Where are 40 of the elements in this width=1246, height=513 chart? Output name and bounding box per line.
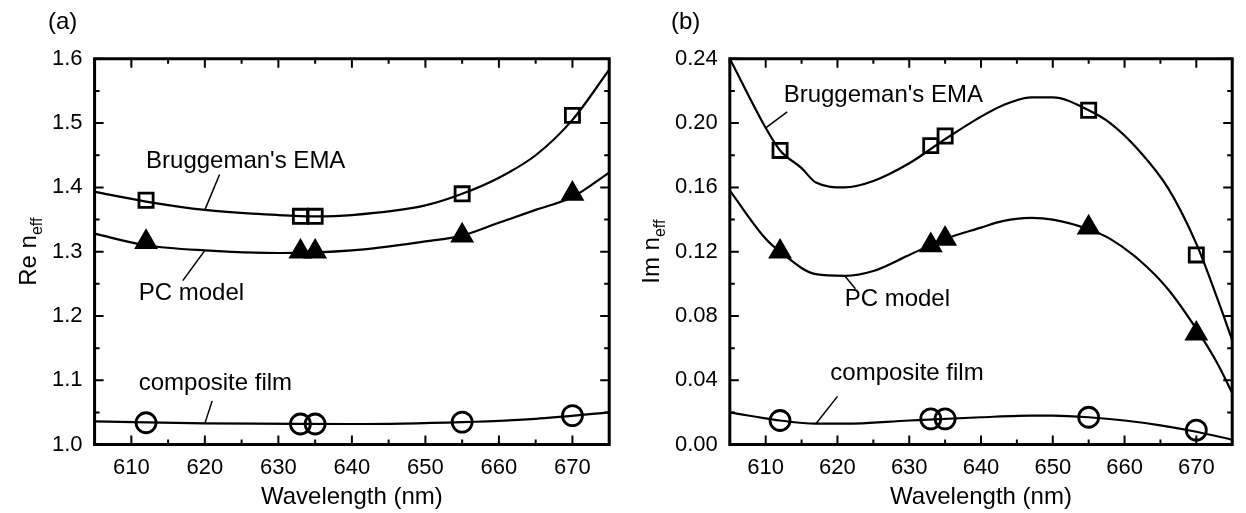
annotation: PC model	[844, 284, 951, 312]
x-axis-title: Wavelength (nm)	[260, 482, 443, 509]
x-tick-label: 630	[890, 453, 928, 479]
y-tick-label: 1.5	[51, 109, 83, 135]
y-axis-title: Re neff	[14, 217, 45, 286]
x-tick-label: 620	[819, 453, 856, 479]
y-tick-label: 1.2	[51, 302, 83, 328]
y-tick-label: 0.04	[674, 366, 718, 392]
x-tick-label: 630	[260, 453, 297, 479]
y-tick-label: 1.4	[51, 173, 83, 199]
x-tick-label: 610	[747, 453, 785, 479]
annotation: Bruggeman's EMA	[783, 80, 983, 108]
x-tick-label: 670	[554, 453, 591, 479]
annotation: Bruggeman's EMA	[146, 146, 346, 174]
y-axis-title: Im neff	[637, 219, 668, 284]
x-tick-label: 610	[112, 453, 150, 479]
y-tick-label: 0.08	[674, 302, 718, 328]
y-tick-label: 1.3	[51, 237, 83, 263]
x-tick-label: 650	[407, 453, 444, 479]
annotation: composite film	[138, 367, 293, 395]
y-tick-label: 0.16	[674, 173, 718, 199]
chart-title: (b)	[671, 7, 701, 35]
y-tick-label: 0.00	[674, 430, 718, 456]
x-tick-label: 620	[186, 453, 224, 479]
annotation: composite film	[830, 358, 984, 386]
x-tick-label: 640	[333, 453, 371, 479]
text: 1.0	[51, 430, 83, 456]
y-tick-label: 1.6	[51, 44, 83, 70]
chart-title: (a)	[48, 7, 78, 35]
x-axis-title: Wavelength (nm)	[890, 482, 1072, 509]
x-tick-label: 660	[1106, 453, 1143, 479]
annotation: PC model	[138, 277, 245, 305]
y-tick-label: 1.1	[51, 366, 83, 392]
x-tick-label: 650	[1034, 453, 1072, 479]
y-tick-label: 0.20	[674, 109, 718, 135]
x-tick-label: 660	[480, 453, 518, 479]
x-tick-label: 670	[1177, 453, 1215, 479]
x-tick-label: 640	[962, 453, 1000, 479]
y-tick-label: 0.12	[674, 237, 718, 263]
y-tick-label: 0.24	[674, 44, 718, 70]
